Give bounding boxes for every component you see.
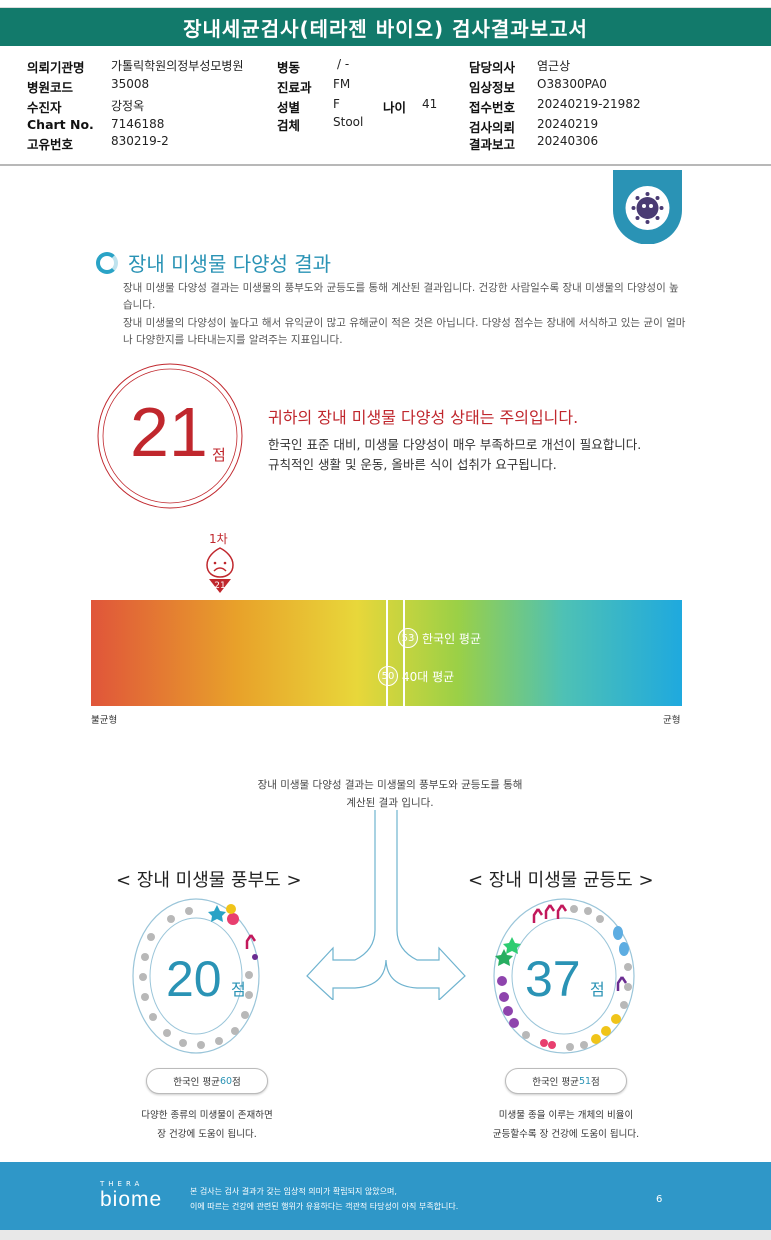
age-average-line (386, 600, 388, 706)
branch-arrows-icon (306, 810, 466, 1000)
section-desc-2: 장내 미생물의 다양성이 높다고 해서 유익균이 많고 유해균이 적은 것은 아… (123, 317, 686, 346)
score-circle (97, 363, 243, 509)
bottom-band (0, 1230, 771, 1240)
info-value-department: FM (333, 77, 351, 91)
info-key-age: 나이 (383, 100, 407, 115)
info-key-unique-no: 고유번호 (27, 137, 74, 152)
explain-line-2: 계산된 결과 입니다. (346, 797, 434, 809)
richness-korean-average: 한국인 평균 60 점 (146, 1068, 268, 1094)
richness-avg-suffix: 점 (232, 1077, 241, 1088)
diversity-score-unit: 점 (212, 446, 226, 464)
richness-score: 20 (166, 951, 222, 1007)
footer: THERA biome 본 검사는 검사 결과가 갖는 임상적 의미가 확립되지… (0, 1162, 771, 1230)
info-value-unique-no: 830219-2 (111, 134, 169, 148)
info-key-request-date: 검사의뢰 (469, 120, 516, 135)
sad-face-marker-icon (206, 547, 234, 593)
info-value-age: 41 (422, 97, 438, 111)
evenness-note-line-1: 미생물 종을 이루는 개체의 비율이 (498, 1110, 634, 1121)
info-key-doctor: 담당의사 (469, 60, 516, 75)
info-key-institution: 의뢰기관명 (27, 60, 85, 75)
evenness-note: 미생물 종을 이루는 개체의 비율이 균등할수록 장 건강에 도움이 됩니다. (446, 1106, 686, 1144)
info-value-institution: 가톨릭학원의정부성모병원 (111, 59, 244, 73)
richness-avg-value: 60 (219, 1075, 233, 1087)
disclaimer-line-1: 본 검사는 검사 결과가 갖는 임상적 의미가 확립되지 않았으며, (190, 1187, 397, 1196)
evenness-score-unit: 점 (590, 980, 605, 999)
info-key-patient: 수진자 (27, 100, 62, 115)
evenness-note-line-2: 균등할수록 장 건강에 도움이 됩니다. (492, 1129, 640, 1140)
section-desc-1: 장내 미생물 다양성 결과는 미생물의 풍부도와 균등도를 통해 계산된 결과입… (123, 282, 679, 311)
richness-note-line-1: 다양한 종류의 미생물이 존재하면 (141, 1110, 273, 1121)
info-value-chart-no: 7146188 (111, 117, 165, 131)
age-average-marker: 50 40대 평균 (378, 666, 454, 686)
microbe-badge-icon (613, 170, 682, 244)
company-logo: biome (100, 1188, 163, 1211)
info-value-request-date: 20240219 (537, 117, 599, 131)
status-line-1: 한국인 표준 대비, 미생물 다양성이 매우 부족하므로 개선이 필요합니다. (268, 437, 642, 452)
info-value-clinical: O38300PA0 (537, 77, 607, 91)
scale-right-label: 균형 (663, 715, 681, 726)
section-title: 장내 미생물 다양성 결과 (128, 252, 332, 276)
info-value-hospital-code: 35008 (111, 77, 150, 91)
explain-text: 장내 미생물 다양성 결과는 미생물의 풍부도와 균등도를 통해 계산된 결과 … (230, 776, 550, 812)
marker-value: 21 (214, 581, 226, 591)
evenness-microbe-ring-icon (493, 898, 635, 1054)
info-value-ward: / - (337, 57, 350, 71)
status-line-2: 규칙적인 생활 및 운동, 올바른 식이 섭취가 요구됩니다. (268, 457, 557, 472)
patient-info-panel: 의뢰기관명 가톨릭학원의정부성모병원 병원코드 35008 수진자 강정옥 Ch… (0, 46, 771, 166)
info-value-specimen: Stool (333, 115, 364, 129)
disclaimer: 본 검사는 검사 결과가 갖는 임상적 의미가 확립되지 않았으며, 이에 따르… (190, 1184, 458, 1214)
info-key-clinical: 임상정보 (469, 80, 516, 95)
richness-note-line-2: 장 건강에 도움이 됩니다. (157, 1129, 257, 1140)
info-key-receipt-no: 접수번호 (469, 100, 516, 115)
info-key-ward: 병동 (277, 60, 301, 75)
evenness-title: < 장내 미생물 균등도 > (468, 870, 654, 891)
page-number: 6 (656, 1194, 663, 1205)
evenness-score: 37 (525, 951, 581, 1007)
info-key-specimen: 검체 (277, 118, 301, 133)
richness-title: < 장내 미생물 풍부도 > (116, 870, 302, 891)
info-value-doctor: 염근상 (537, 59, 571, 73)
logo-top-text: THERA (100, 1180, 144, 1188)
info-key-hospital-code: 병원코드 (27, 80, 74, 95)
info-value-report-date: 20240306 (537, 134, 599, 148)
diversity-score: 21 (130, 393, 208, 471)
explain-line-1: 장내 미생물 다양성 결과는 미생물의 풍부도와 균등도를 통해 (257, 779, 523, 791)
richness-note: 다양한 종류의 미생물이 존재하면 장 건강에 도움이 됩니다. (87, 1106, 327, 1144)
evenness-korean-average: 한국인 평균 51 점 (505, 1068, 627, 1094)
evenness-avg-value: 51 (578, 1075, 592, 1087)
disclaimer-line-2: 이에 따르는 건강에 관련된 행위가 유용하다는 객관적 타당성이 아직 부족합… (190, 1202, 459, 1211)
report-title: 장내세균검사(테라젠 바이오) 검사결과보고서 (0, 8, 771, 46)
info-key-sex: 성별 (277, 100, 301, 115)
korean-average-marker: 53 한국인 평균 (398, 628, 481, 648)
age-average-label: 40대 평균 (402, 669, 455, 684)
korean-average-number: 53 (398, 628, 418, 648)
scale-left-label: 불균형 (91, 715, 118, 726)
richness-microbe-ring-icon (132, 898, 260, 1054)
info-key-chart-no: Chart No. (27, 117, 94, 132)
richness-score-unit: 점 (231, 980, 246, 999)
marker-label: 1차 (209, 532, 228, 546)
info-value-patient: 강정옥 (111, 99, 145, 113)
status-title: 귀하의 장내 미생물 다양성 상태는 주의입니다. (268, 408, 579, 427)
age-average-number: 50 (378, 666, 398, 686)
section-ring-icon (96, 251, 118, 274)
evenness-avg-suffix: 점 (591, 1077, 600, 1088)
info-value-sex: F (333, 97, 340, 111)
info-value-receipt-no: 20240219-21982 (537, 97, 641, 111)
section-heading: 장내 미생물 다양성 결과 (96, 248, 331, 277)
info-key-department: 진료과 (277, 80, 312, 95)
top-border (0, 0, 771, 8)
korean-average-line (403, 600, 405, 706)
korean-average-label: 한국인 평균 (422, 631, 482, 646)
richness-avg-prefix: 한국인 평균 (173, 1077, 220, 1088)
evenness-avg-prefix: 한국인 평균 (532, 1077, 579, 1088)
info-key-report-date: 결과보고 (469, 137, 516, 152)
